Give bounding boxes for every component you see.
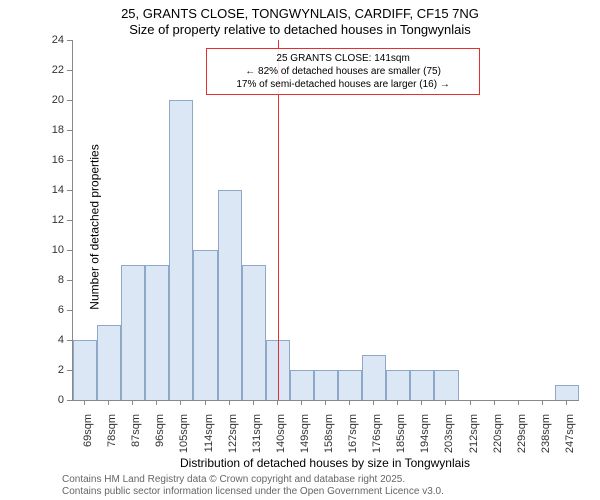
x-tick-mark [494,400,495,405]
x-tick-mark [156,400,157,405]
y-tick-label: 0 [44,394,64,406]
annotation-line3: 17% of semi-detached houses are larger (… [213,78,473,91]
y-tick-label: 14 [44,184,64,196]
histogram-bar [362,355,386,400]
x-tick-label: 122sqm [227,414,239,464]
histogram-bar [169,100,193,400]
x-tick-mark [518,400,519,405]
annotation-box: 25 GRANTS CLOSE: 141sqm← 82% of detached… [206,48,480,95]
x-tick-mark [421,400,422,405]
histogram-bar [193,250,217,400]
histogram-bar [386,370,410,400]
x-tick-label: 185sqm [395,414,407,464]
x-tick-label: 140sqm [275,414,287,464]
x-tick-mark [180,400,181,405]
y-tick-mark [67,40,72,41]
x-tick-mark [253,400,254,405]
x-tick-label: 105sqm [178,414,190,464]
y-tick-mark [67,310,72,311]
x-tick-label: 194sqm [419,414,431,464]
y-tick-label: 22 [44,64,64,76]
y-tick-mark [67,130,72,131]
x-tick-mark [229,400,230,405]
x-tick-label: 203sqm [443,414,455,464]
histogram-bar [410,370,434,400]
x-tick-label: 131sqm [251,414,263,464]
y-tick-label: 2 [44,364,64,376]
x-tick-mark [349,400,350,405]
chart-title-line1: 25, GRANTS CLOSE, TONGWYNLAIS, CARDIFF, … [0,6,600,21]
chart-title-line2: Size of property relative to detached ho… [0,22,600,37]
y-tick-mark [67,400,72,401]
y-tick-label: 10 [44,244,64,256]
x-tick-mark [301,400,302,405]
histogram-bar [242,265,266,400]
x-tick-mark [132,400,133,405]
y-tick-label: 20 [44,94,64,106]
x-tick-label: 220sqm [492,414,504,464]
y-tick-mark [67,280,72,281]
x-tick-label: 114sqm [203,414,215,464]
x-tick-mark [205,400,206,405]
histogram-bar [145,265,169,400]
y-tick-label: 8 [44,274,64,286]
x-tick-mark [84,400,85,405]
chart-container: 25, GRANTS CLOSE, TONGWYNLAIS, CARDIFF, … [0,0,600,500]
x-tick-mark [373,400,374,405]
y-tick-label: 12 [44,214,64,226]
plot-area: 25 GRANTS CLOSE: 141sqm← 82% of detached… [72,40,579,401]
histogram-bar [121,265,145,400]
histogram-bar [314,370,338,400]
x-tick-label: 212sqm [468,414,480,464]
x-tick-mark [566,400,567,405]
histogram-bar [434,370,458,400]
y-axis-label: Number of detached properties [88,144,102,309]
x-tick-mark [397,400,398,405]
y-tick-mark [67,160,72,161]
x-tick-mark [108,400,109,405]
y-tick-mark [67,70,72,71]
y-tick-mark [67,370,72,371]
y-tick-mark [67,190,72,191]
y-tick-mark [67,250,72,251]
x-tick-label: 78sqm [106,414,118,464]
y-tick-label: 4 [44,334,64,346]
y-tick-mark [67,340,72,341]
annotation-line1: 25 GRANTS CLOSE: 141sqm [213,52,473,65]
histogram-bar [73,340,97,400]
x-tick-label: 149sqm [299,414,311,464]
x-tick-mark [445,400,446,405]
x-tick-label: 176sqm [371,414,383,464]
annotation-line2: ← 82% of detached houses are smaller (75… [213,65,473,78]
x-tick-mark [542,400,543,405]
histogram-bar [338,370,362,400]
x-tick-mark [325,400,326,405]
y-tick-label: 16 [44,154,64,166]
x-tick-mark [277,400,278,405]
y-tick-label: 18 [44,124,64,136]
histogram-bar [218,190,242,400]
x-tick-label: 167sqm [347,414,359,464]
attribution-line2: Contains public sector information licen… [62,486,444,497]
y-tick-mark [67,100,72,101]
x-tick-mark [470,400,471,405]
histogram-bar [290,370,314,400]
x-tick-label: 229sqm [516,414,528,464]
x-tick-label: 158sqm [323,414,335,464]
y-tick-label: 6 [44,304,64,316]
y-tick-mark [67,220,72,221]
histogram-bar [97,325,121,400]
x-tick-label: 69sqm [82,414,94,464]
attribution-line1: Contains HM Land Registry data © Crown c… [62,474,405,485]
x-tick-label: 238sqm [540,414,552,464]
histogram-bar [555,385,579,400]
x-tick-label: 96sqm [154,414,166,464]
y-tick-label: 24 [44,34,64,46]
x-tick-label: 247sqm [564,414,576,464]
x-tick-label: 87sqm [130,414,142,464]
